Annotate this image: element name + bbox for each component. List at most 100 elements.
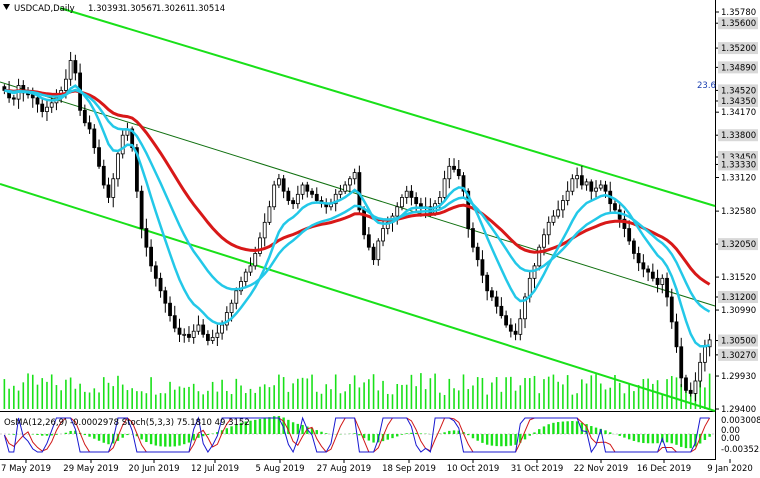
candles xyxy=(2,51,712,402)
candle-body xyxy=(594,187,598,192)
price-tick-label: 1.32580 xyxy=(721,207,756,217)
candle-body xyxy=(224,312,229,326)
candle-body xyxy=(300,184,305,195)
candle-body xyxy=(613,203,617,211)
candle-body xyxy=(414,197,419,205)
date-tick-label: 27 Aug 2019 xyxy=(317,464,371,474)
price-level-badge xyxy=(718,42,758,55)
candle-body xyxy=(650,271,655,279)
candle-body xyxy=(82,109,87,124)
candle-body xyxy=(182,333,187,336)
date-tick-label: 5 Aug 2019 xyxy=(255,464,304,474)
price-level-badge xyxy=(718,158,758,171)
candle-body xyxy=(92,128,97,149)
candle-body xyxy=(64,78,68,91)
candle-body xyxy=(2,86,7,91)
candle-body xyxy=(276,178,281,186)
candle-body xyxy=(272,184,277,208)
price-tick-label: 1.30990 xyxy=(721,306,756,316)
candle-body xyxy=(210,337,215,341)
candle-body xyxy=(579,175,584,186)
candle-body xyxy=(395,206,400,217)
candle-body xyxy=(45,106,49,112)
candle-body xyxy=(267,206,272,223)
candle-body xyxy=(504,315,509,326)
candle-body xyxy=(101,165,106,186)
candle-body xyxy=(281,178,286,192)
candle-body xyxy=(400,197,404,208)
candle-body xyxy=(636,253,641,264)
candle-body xyxy=(215,332,220,338)
symbol-arrow-icon xyxy=(3,4,10,10)
candle-body xyxy=(471,228,475,248)
candle-body xyxy=(575,175,579,180)
candle-body xyxy=(239,281,243,292)
indicator-tick-label: 0.00 xyxy=(721,434,740,444)
candle-body xyxy=(632,240,636,254)
price-level-badge xyxy=(718,61,758,74)
candle-body xyxy=(688,389,693,394)
candle-body xyxy=(262,221,267,239)
candle-body xyxy=(532,265,537,279)
candle-body xyxy=(149,246,154,267)
price-tick-label: 1.34170 xyxy=(721,108,756,118)
candle-body xyxy=(494,296,499,307)
indicator-tick-label: 0.00 xyxy=(721,426,740,436)
candle-body xyxy=(310,190,314,195)
candle-body xyxy=(447,165,452,180)
candle-body xyxy=(220,324,225,334)
price-level-badge xyxy=(718,129,758,142)
candle-body xyxy=(561,200,565,211)
candle-body xyxy=(655,277,660,285)
candle-body xyxy=(73,60,78,74)
candle-body xyxy=(570,178,575,192)
price-level-badge xyxy=(718,348,758,361)
candle-body xyxy=(707,339,712,348)
date-tick-label: 16 Dec 2019 xyxy=(637,464,691,474)
candle-body xyxy=(87,122,92,130)
candle-body xyxy=(480,259,485,276)
indicator-tick-label: 0.0030085 xyxy=(721,416,760,426)
stoch-main-line xyxy=(3,416,710,454)
price-tick-label: 1.30270 xyxy=(721,351,756,361)
candle-body xyxy=(366,234,371,248)
candle-body xyxy=(542,234,546,248)
candle-body xyxy=(669,296,674,323)
candle-body xyxy=(523,296,527,320)
plot-frame xyxy=(0,0,716,460)
candle-body xyxy=(371,246,376,261)
price-tick-label: 1.29400 xyxy=(721,405,756,415)
candle-body xyxy=(243,271,248,282)
candle-body xyxy=(168,302,172,317)
price-tick-label: 1.34520 xyxy=(721,86,756,96)
price-tick-label: 1.29930 xyxy=(721,372,756,382)
moving-averages xyxy=(4,84,711,348)
price-level-badge xyxy=(718,94,758,107)
date-tick-label: 7 May 2019 xyxy=(1,464,51,474)
candle-body xyxy=(153,265,158,279)
ohlc-high: 1.30567 xyxy=(122,4,157,14)
candle-body xyxy=(134,147,139,192)
candle-body xyxy=(703,346,707,363)
candle-body xyxy=(589,181,594,192)
candle-body xyxy=(305,184,310,192)
stoch-signal-line xyxy=(3,417,711,453)
candle-body xyxy=(660,277,665,285)
candle-body xyxy=(253,253,258,267)
price-tick-label: 1.30500 xyxy=(721,337,756,347)
price-tick-label: 1.33450 xyxy=(721,153,756,163)
price-tick-label: 1.35600 xyxy=(721,19,756,29)
candle-body xyxy=(603,184,608,192)
ohlc-open: 1.30393 xyxy=(88,4,123,14)
candle-body xyxy=(187,333,191,338)
candle-body xyxy=(674,321,679,348)
candle-body xyxy=(646,268,650,273)
candle-body xyxy=(456,169,461,177)
price-level-badge xyxy=(718,290,758,303)
candle-body xyxy=(627,228,632,242)
date-tick-label: 9 Jan 2020 xyxy=(707,464,753,474)
candle-body xyxy=(508,324,513,332)
channel-upper-line xyxy=(59,7,716,207)
price-tick-label: 1.34350 xyxy=(721,97,756,107)
